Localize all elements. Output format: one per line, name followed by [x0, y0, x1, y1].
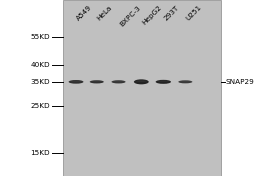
Text: 25KD: 25KD — [30, 103, 50, 109]
Ellipse shape — [134, 79, 149, 84]
Ellipse shape — [156, 80, 171, 84]
Text: BXPC-3: BXPC-3 — [119, 4, 142, 27]
Text: 35KD: 35KD — [30, 79, 50, 85]
Ellipse shape — [180, 81, 191, 82]
Text: SNAP29: SNAP29 — [226, 79, 254, 85]
Ellipse shape — [112, 80, 126, 83]
Ellipse shape — [113, 81, 124, 82]
Text: HeLa: HeLa — [96, 4, 113, 22]
Text: 15KD: 15KD — [30, 150, 50, 156]
Ellipse shape — [70, 80, 82, 82]
Ellipse shape — [178, 80, 193, 83]
Ellipse shape — [91, 81, 102, 82]
Text: 293T: 293T — [163, 4, 180, 21]
Ellipse shape — [90, 80, 104, 83]
Text: U251: U251 — [185, 4, 202, 22]
Ellipse shape — [136, 80, 147, 82]
Text: 40KD: 40KD — [30, 62, 50, 68]
Ellipse shape — [69, 80, 83, 84]
Bar — [63, 0, 221, 176]
Text: A549: A549 — [76, 4, 93, 22]
Text: 55KD: 55KD — [30, 34, 50, 40]
Text: HepG2: HepG2 — [141, 4, 163, 26]
Ellipse shape — [158, 80, 169, 82]
